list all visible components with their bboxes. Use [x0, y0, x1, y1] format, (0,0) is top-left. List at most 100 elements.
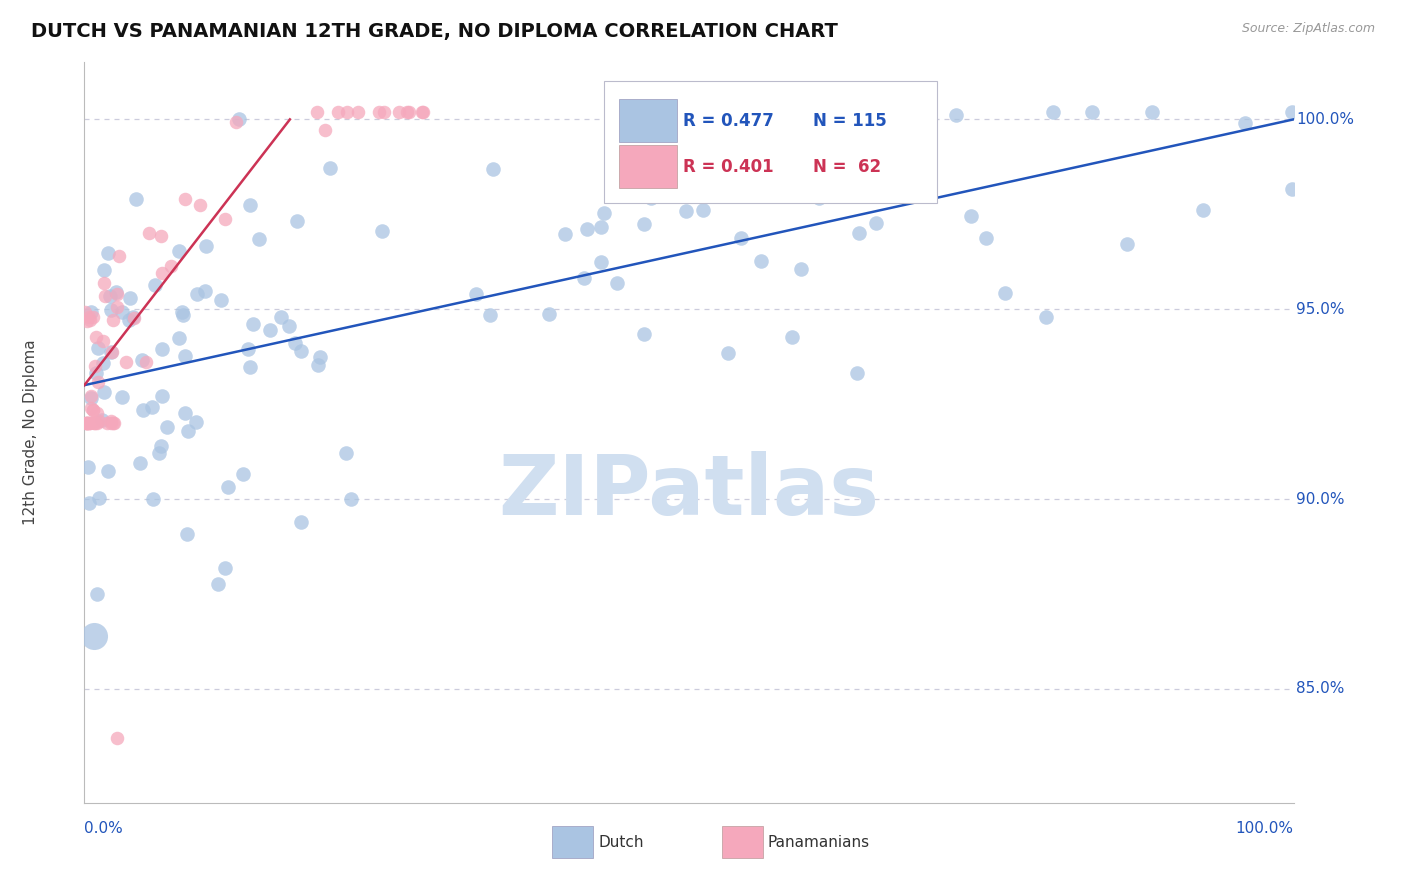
Point: [319, 161, 342, 175]
Point: [86, 587, 108, 601]
Point: [336, 104, 359, 119]
Point: [156, 420, 179, 434]
Point: [125, 192, 148, 206]
Point: [93, 263, 115, 277]
Point: [591, 255, 613, 269]
Point: [90, 413, 112, 427]
FancyBboxPatch shape: [721, 826, 762, 858]
Point: [749, 254, 772, 268]
Point: [692, 203, 714, 218]
Point: [86, 375, 108, 389]
Point: [184, 415, 207, 429]
Point: [173, 349, 195, 363]
Point: [103, 416, 125, 430]
Point: [105, 300, 128, 314]
Point: [478, 308, 501, 322]
Point: [75, 416, 97, 430]
Point: [328, 104, 350, 119]
Point: [335, 446, 357, 460]
Point: [86, 406, 108, 420]
Point: [149, 439, 172, 453]
Point: [76, 416, 98, 430]
Point: [111, 305, 134, 319]
Point: [82, 310, 104, 325]
Point: [340, 492, 363, 507]
Text: 85.0%: 85.0%: [1296, 681, 1344, 697]
Point: [79, 416, 101, 430]
Point: [79, 416, 101, 430]
Point: [188, 198, 211, 212]
Point: [142, 491, 165, 506]
Text: DUTCH VS PANAMANIAN 12TH GRADE, NO DIPLOMA CORRELATION CHART: DUTCH VS PANAMANIAN 12TH GRADE, NO DIPLO…: [31, 22, 838, 41]
Point: [959, 209, 981, 223]
Point: [290, 343, 312, 358]
Point: [115, 355, 138, 369]
Point: [174, 192, 197, 206]
Point: [290, 515, 312, 529]
Point: [606, 277, 628, 291]
Point: [177, 424, 200, 438]
Point: [398, 104, 420, 119]
Point: [79, 496, 101, 510]
Point: [238, 342, 260, 356]
Point: [91, 334, 114, 349]
Point: [167, 244, 190, 258]
Point: [277, 319, 299, 334]
Point: [186, 287, 208, 301]
Text: 0.0%: 0.0%: [84, 822, 124, 837]
Point: [174, 406, 197, 420]
Point: [100, 288, 122, 302]
Text: Source: ZipAtlas.com: Source: ZipAtlas.com: [1241, 22, 1375, 36]
Text: Dutch: Dutch: [599, 835, 644, 849]
Point: [84, 416, 107, 430]
Point: [270, 310, 292, 325]
Point: [974, 231, 997, 245]
Point: [100, 414, 122, 428]
Point: [138, 226, 160, 240]
Point: [97, 464, 120, 478]
Point: [373, 104, 395, 119]
Point: [314, 123, 336, 137]
Point: [84, 359, 107, 373]
Point: [412, 104, 434, 119]
Point: [77, 310, 100, 325]
Point: [83, 629, 105, 643]
Point: [538, 307, 561, 321]
Point: [93, 277, 115, 291]
FancyBboxPatch shape: [605, 81, 936, 203]
Point: [118, 312, 141, 326]
Point: [160, 259, 183, 273]
Point: [82, 403, 104, 417]
Point: [285, 214, 308, 228]
Point: [1233, 116, 1256, 130]
Point: [150, 229, 173, 244]
Point: [371, 224, 394, 238]
Point: [284, 336, 307, 351]
Point: [120, 291, 142, 305]
Point: [593, 205, 616, 219]
Point: [129, 456, 152, 470]
Point: [80, 305, 103, 319]
Point: [225, 115, 247, 129]
Point: [84, 366, 107, 380]
Point: [794, 156, 817, 170]
Point: [104, 285, 127, 299]
Point: [411, 104, 433, 119]
Point: [80, 389, 103, 403]
Text: N = 115: N = 115: [814, 112, 887, 130]
Point: [1080, 104, 1102, 119]
Point: [1142, 104, 1164, 119]
Point: [111, 390, 134, 404]
Point: [105, 286, 128, 301]
Point: [148, 446, 170, 460]
Point: [247, 232, 270, 246]
Point: [259, 323, 281, 337]
Point: [367, 104, 389, 119]
Point: [845, 366, 868, 380]
Point: [395, 104, 418, 119]
Point: [388, 104, 411, 119]
Point: [122, 310, 145, 325]
Point: [1042, 104, 1064, 119]
Point: [790, 261, 813, 276]
Text: R = 0.477: R = 0.477: [683, 112, 773, 130]
